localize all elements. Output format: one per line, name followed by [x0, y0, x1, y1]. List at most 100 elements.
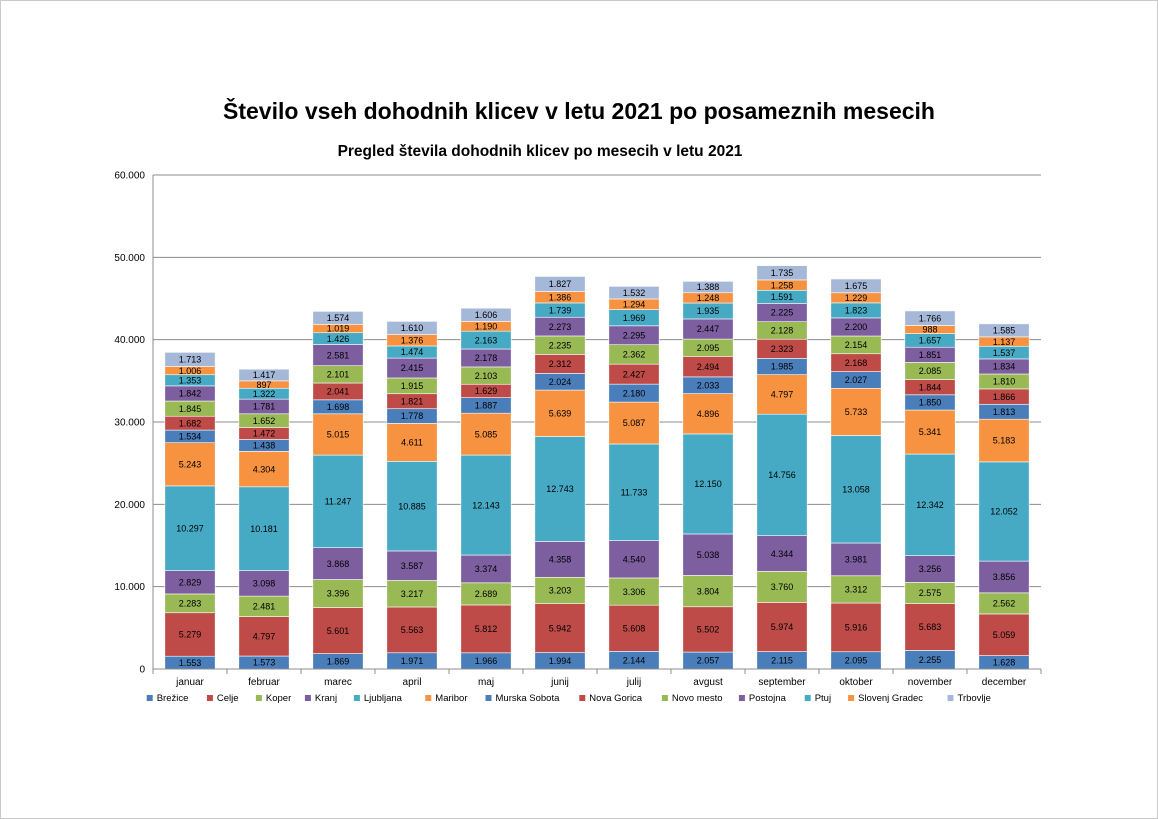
bar-segment [534, 436, 586, 542]
data-label: 1.606 [475, 310, 498, 320]
data-label: 1.842 [179, 389, 202, 399]
data-label: 2.481 [253, 602, 276, 612]
data-label: 2.427 [623, 369, 646, 379]
data-label: 2.829 [179, 578, 202, 588]
data-label: 2.235 [549, 340, 572, 350]
data-label: 1.591 [771, 292, 794, 302]
bar-segment [756, 535, 808, 572]
data-label: 1.258 [771, 280, 794, 290]
legend-label: Trbovlje [958, 693, 991, 704]
data-label: 12.150 [694, 479, 722, 489]
data-label: 2.128 [771, 326, 794, 336]
data-label: 1.438 [253, 441, 276, 451]
x-tick-label: oktober [839, 677, 873, 688]
data-label: 5.812 [475, 624, 498, 634]
data-label: 988 [922, 325, 937, 335]
bar-segment [608, 286, 660, 300]
x-tick-label: marec [324, 677, 352, 688]
data-label: 2.041 [327, 387, 350, 397]
data-label: 3.760 [771, 582, 794, 592]
x-tick-label: maj [478, 677, 494, 688]
bar-segment [978, 461, 1030, 562]
data-label: 1.652 [253, 416, 276, 426]
data-label: 2.085 [919, 366, 942, 376]
bar-segment [386, 606, 438, 654]
data-label: 5.038 [697, 550, 720, 560]
x-tick-label: januar [175, 677, 204, 688]
legend-label: Celje [217, 693, 239, 704]
bar-segment [460, 412, 512, 456]
data-label: 14.756 [768, 470, 796, 480]
legend-swatch [804, 695, 811, 701]
legend-label: Ptuj [815, 693, 831, 704]
data-label: 4.611 [401, 438, 423, 448]
data-label: 2.168 [845, 358, 868, 368]
data-label: 2.494 [697, 362, 720, 372]
data-label: 1.915 [401, 381, 424, 391]
x-tick-label: februar [248, 677, 280, 688]
bar-segment [312, 454, 364, 548]
bar-segment [682, 433, 734, 535]
y-tick-label: 40.000 [114, 335, 145, 346]
bar-segment [608, 401, 660, 445]
x-tick-label: avgust [693, 677, 723, 688]
legend-label: Postojna [749, 693, 787, 704]
data-label: 2.562 [993, 599, 1016, 609]
bar-segment [386, 580, 438, 608]
bar-segment [386, 321, 438, 335]
bar-segment [830, 387, 882, 436]
bar-segment [238, 570, 290, 597]
legend-label: Murska Sobota [496, 693, 561, 704]
bar-segment [608, 577, 660, 606]
bar-segment [978, 323, 1030, 338]
bar-segment [238, 368, 290, 382]
data-label: 1.698 [327, 402, 350, 412]
data-label: 4.540 [623, 554, 646, 564]
data-label: 1.629 [475, 386, 498, 396]
data-label: 1.585 [993, 326, 1016, 336]
legend-swatch [255, 695, 262, 701]
data-label: 1.827 [549, 279, 572, 289]
data-label: 2.033 [697, 380, 720, 390]
data-label: 1.966 [475, 656, 498, 666]
data-label: 12.743 [546, 484, 574, 494]
data-label: 1.735 [771, 268, 794, 278]
chart-title: Pregled števila dohodnih klicev po mesec… [338, 143, 743, 160]
data-label: 2.273 [549, 322, 572, 332]
data-label: 4.304 [253, 464, 276, 474]
data-label: 2.415 [401, 363, 424, 373]
y-tick-label: 30.000 [114, 418, 145, 429]
bar-segment [460, 604, 512, 654]
bar-segment [386, 461, 438, 552]
bar-segment [164, 612, 216, 657]
bar-segment [830, 575, 882, 604]
data-label: 3.306 [623, 587, 646, 597]
data-label: 11.247 [325, 497, 352, 507]
data-label: 1.844 [919, 382, 942, 392]
data-label: 2.575 [919, 588, 942, 598]
data-label: 4.344 [771, 549, 794, 559]
bar-segment [904, 555, 956, 583]
legend-swatch [304, 695, 311, 701]
data-label: 2.180 [623, 388, 646, 398]
bar-segment [682, 281, 734, 294]
data-label: 1.739 [549, 305, 572, 315]
bar-segment [312, 607, 364, 654]
data-label: 1.386 [549, 292, 572, 302]
data-label: 2.200 [845, 322, 868, 332]
bar-segment [534, 576, 586, 604]
data-label: 3.868 [327, 559, 350, 569]
bar-segment [830, 542, 882, 577]
data-label: 897 [256, 380, 271, 390]
legend-label: Koper [266, 693, 291, 704]
data-label: 11.733 [621, 487, 648, 497]
data-label: 1.781 [253, 402, 276, 412]
y-tick-label: 60.000 [114, 171, 145, 182]
data-label: 1.985 [771, 362, 794, 372]
data-label: 1.248 [697, 293, 720, 303]
data-label: 2.255 [919, 655, 942, 665]
data-label: 1.610 [401, 323, 424, 333]
data-label: 5.733 [845, 407, 868, 417]
data-label: 1.821 [401, 396, 424, 406]
bar-segment [386, 423, 438, 462]
